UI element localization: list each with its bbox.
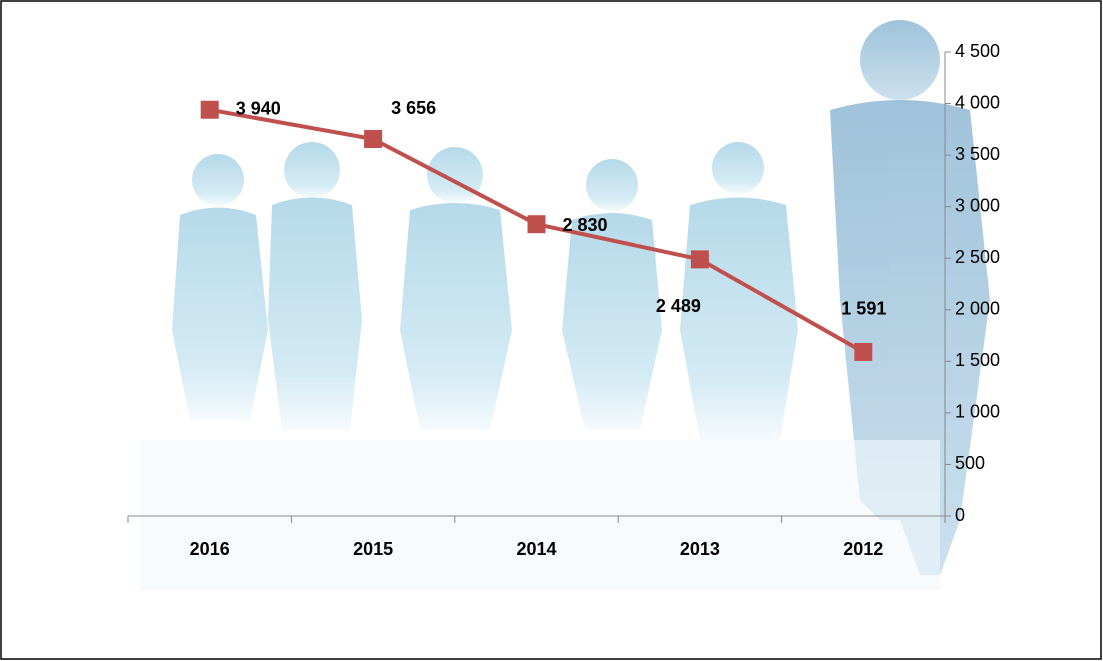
y-tick-label: 3 500 <box>955 144 1000 164</box>
marker <box>691 250 709 268</box>
y-tick-label: 2 000 <box>955 299 1000 319</box>
x-tick-label: 2013 <box>680 539 720 559</box>
x-tick-label: 2016 <box>190 539 230 559</box>
y-tick-label: 1 500 <box>955 350 1000 370</box>
y-tick-label: 1 000 <box>955 402 1000 422</box>
y-tick-label: 4 500 <box>955 41 1000 61</box>
y-tick-label: 2 500 <box>955 247 1000 267</box>
y-tick-label: 4 000 <box>955 92 1000 112</box>
data-label: 3 656 <box>391 98 436 118</box>
data-label: 3 940 <box>236 98 281 118</box>
y-tick-label: 500 <box>955 453 985 473</box>
chart: 0 500 1 000 1 500 2 000 2 500 3 000 3 500 4 000 4… <box>0 0 1103 661</box>
marker <box>364 130 382 148</box>
data-label: 1 591 <box>841 299 886 319</box>
data-label: 2 830 <box>563 215 608 235</box>
x-tick-label: 2015 <box>353 539 393 559</box>
y-tick-label: 3 000 <box>955 195 1000 215</box>
marker <box>528 215 546 233</box>
marker <box>854 343 872 361</box>
x-tick-label: 2012 <box>843 539 883 559</box>
y-tick-label: 0 <box>955 505 965 525</box>
x-tick-label: 2014 <box>516 539 556 559</box>
data-label: 2 489 <box>656 296 701 316</box>
marker <box>201 101 219 119</box>
